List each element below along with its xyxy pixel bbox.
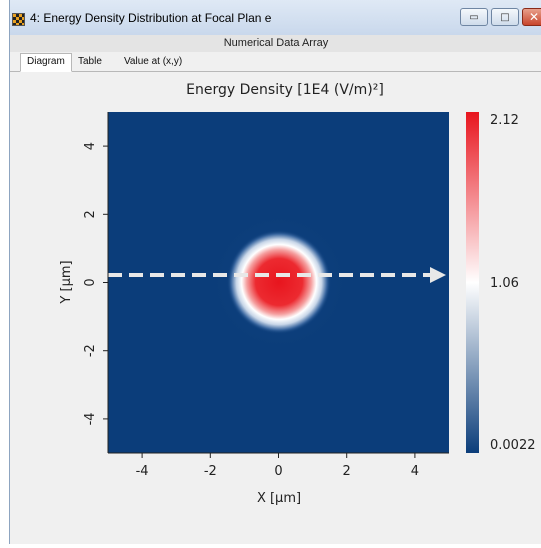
colorbar-mid-label: 1.06 (490, 276, 519, 291)
close-icon: ✕ (528, 10, 540, 24)
y-tick-label: 2 (83, 210, 98, 218)
x-tick-label: 0 (274, 464, 282, 479)
y-tick-label: -2 (83, 344, 98, 357)
data-type-header: Numerical Data Array (10, 35, 541, 53)
app-icon (12, 13, 25, 26)
chart-svg: Energy Density [1E4 (V/m)²] -4 -2 0 2 4 420-… (59, 82, 536, 506)
close-button[interactable]: ✕ (522, 8, 541, 26)
heatmap-spot (227, 230, 331, 334)
x-tick-label: 4 (411, 464, 419, 479)
window-title: 4: Energy Density Distribution at Focal … (30, 11, 272, 25)
x-ticks: -4 -2 0 2 4 (136, 453, 419, 479)
tab-bar: Diagram Table Value at (x,y) (10, 52, 541, 72)
minimize-icon: ▭ (469, 11, 479, 23)
maximize-button[interactable]: □ (491, 8, 519, 26)
maximize-icon: □ (500, 11, 510, 23)
tab-value-at-xy[interactable]: Value at (x,y) (124, 56, 183, 67)
app-window: 4: Energy Density Distribution at Focal … (9, 0, 541, 544)
x-tick-label: 2 (343, 464, 351, 479)
y-tick-label: 0 (83, 278, 98, 286)
colorbar (466, 112, 479, 453)
x-tick-label: -4 (136, 464, 149, 479)
colorbar-max-label: 2.12 (490, 113, 519, 128)
y-tick-label: -4 (83, 412, 98, 425)
y-tick-label: 4 (83, 142, 98, 150)
y-axis-label: Y [µm] (59, 260, 74, 304)
tab-diagram[interactable]: Diagram (20, 53, 72, 72)
colorbar-min-label: 0.0022 (490, 438, 536, 453)
arrow-head-icon (430, 267, 446, 283)
tab-table[interactable]: Table (78, 56, 102, 67)
chart-title: Energy Density [1E4 (V/m)²] (186, 82, 384, 98)
y-ticks: 4 2 0 -2 -4 (83, 142, 108, 425)
x-tick-label: -2 (204, 464, 217, 479)
title-bar[interactable]: 4: Energy Density Distribution at Focal … (10, 0, 541, 36)
minimize-button[interactable]: ▭ (460, 8, 488, 26)
x-axis-label: X [µm] (257, 491, 301, 506)
